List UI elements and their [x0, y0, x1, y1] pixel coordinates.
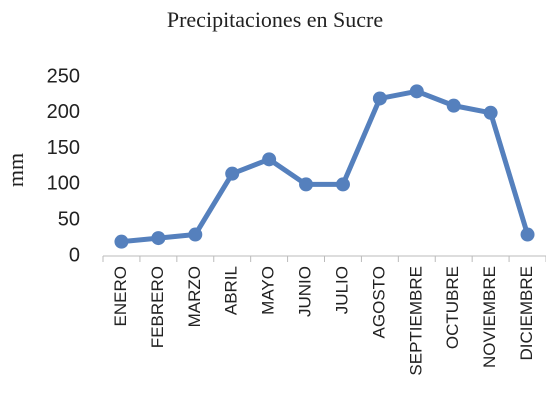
chart-title: Precipitaciones en Sucre	[167, 7, 383, 32]
y-tick-label: 150	[47, 137, 80, 159]
y-tick-label: 100	[47, 173, 80, 195]
x-tick-label: JULIO	[332, 266, 351, 314]
marker	[409, 84, 424, 99]
y-tick-label: 250	[47, 65, 80, 87]
line	[121, 88, 530, 245]
marker	[446, 98, 461, 113]
x-tick-label: FEBRERO	[148, 266, 167, 348]
marker	[262, 152, 277, 167]
marker	[520, 227, 535, 242]
x-tick-label: MAYO	[259, 266, 278, 315]
x-tick-label: SEPTIEMBRE	[406, 266, 425, 376]
y-tick-label: 200	[47, 101, 80, 123]
marker	[151, 231, 166, 246]
x-tick-label: DICIEMBRE	[517, 266, 536, 360]
marker	[188, 227, 203, 242]
marker	[372, 91, 387, 106]
marker	[335, 177, 350, 192]
marker	[114, 234, 129, 249]
marker	[225, 166, 240, 181]
x-tick-label: MARZO	[185, 266, 204, 327]
x-tick-label: AGOSTO	[369, 266, 388, 338]
x-tick-label: JUNIO	[296, 266, 315, 317]
x-tick-label: ENERO	[111, 266, 130, 326]
y-axis-label: mm	[3, 153, 28, 187]
y-tick-label: 0	[69, 244, 80, 266]
y-tick-label: 50	[58, 208, 80, 230]
x-tick-label: ABRIL	[222, 266, 241, 315]
marker	[299, 177, 314, 192]
x-tick-label: OCTUBRE	[443, 266, 462, 349]
x-tick-label: NOVIEMBRE	[480, 266, 499, 368]
marker	[483, 105, 498, 120]
